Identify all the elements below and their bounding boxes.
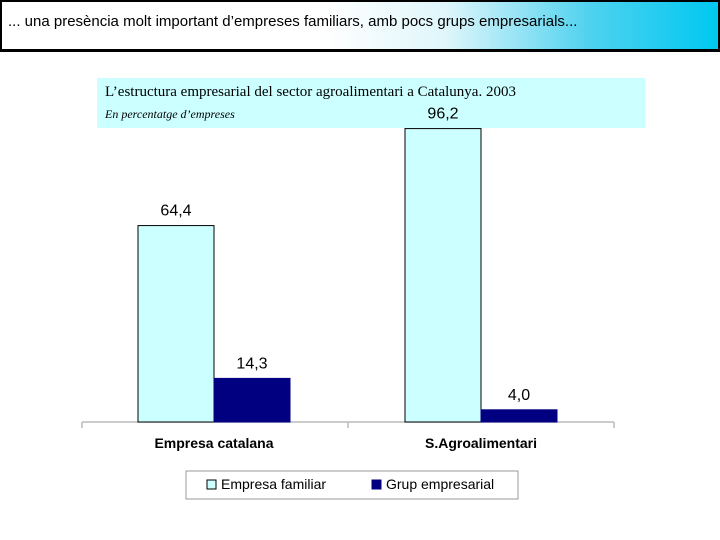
bar-grup-empresarial: [480, 409, 558, 423]
header-banner: ... una presència molt important d’empre…: [0, 0, 720, 52]
legend-box: [185, 470, 519, 500]
bar-empresa-familiar: [404, 128, 482, 423]
chart-title: L’estructura empresarial del sector agro…: [105, 84, 516, 100]
legend-label: Empresa familiar: [221, 476, 326, 492]
bar-empresa-familiar: [137, 225, 215, 423]
data-label: 96,2: [427, 106, 458, 123]
chart-subtitle: En percentatge d’empreses: [105, 107, 235, 121]
data-label: 4,0: [508, 387, 530, 404]
data-label: 14,3: [236, 355, 267, 372]
header-text: ... una presència molt important d’empre…: [8, 13, 578, 30]
legend-label: Grup empresarial: [386, 476, 494, 492]
data-label: 64,4: [160, 203, 191, 220]
category-label: S.Agroalimentari: [425, 435, 537, 451]
legend-swatch-grup-empresarial: [371, 479, 382, 490]
legend-swatch-empresa-familiar: [206, 479, 217, 490]
bar-grup-empresarial: [213, 377, 291, 423]
category-label: Empresa catalana: [154, 435, 273, 451]
chart-title-box: L’estructura empresarial del sector agro…: [97, 78, 645, 128]
